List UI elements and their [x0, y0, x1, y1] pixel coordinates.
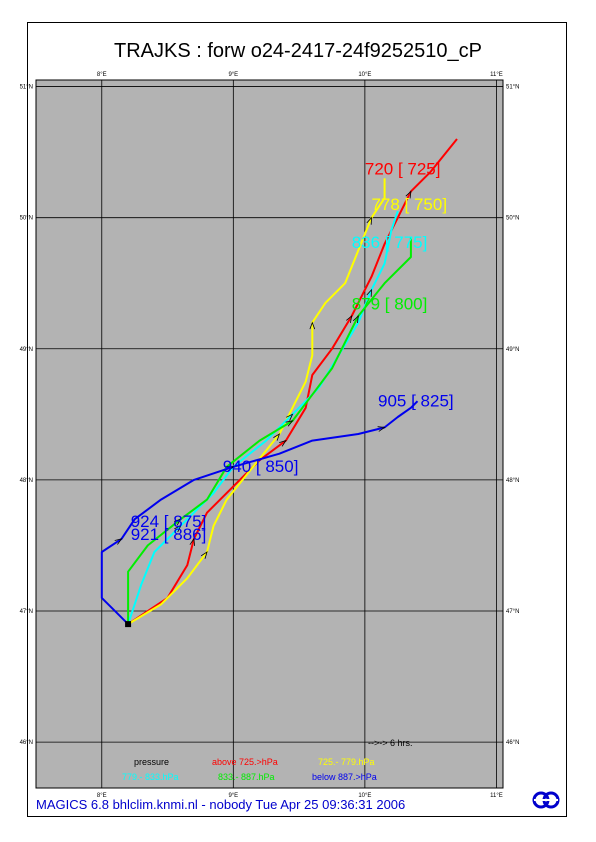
page-frame: [27, 22, 567, 817]
lat-tick-label-right: 47°N: [506, 609, 519, 615]
legend-item: 833.- 887.hPa: [218, 772, 275, 782]
lat-tick-label-right: 50°N: [506, 216, 519, 222]
lon-tick-label-top: 11°E: [490, 72, 503, 78]
trajectory-line: [127, 138, 458, 625]
origin-marker: [125, 621, 132, 628]
time-arrow-marker: [173, 518, 182, 526]
map-border: [35, 79, 504, 789]
lon-tick-label-bottom: 10°E: [358, 793, 371, 799]
legend-item: below 887.>hPa: [312, 772, 377, 782]
time-arrow-marker: [273, 433, 281, 441]
time-arrow-marker: [366, 288, 372, 297]
time-arrow-marker: [366, 216, 372, 225]
lat-tick-label-left: 51°N: [20, 85, 33, 91]
lat-tick-label-left: 47°N: [20, 609, 33, 615]
axis-ticks: 8°E 8°E 9°E 9°E 10°E 10°E 11°E 11°E 46°N 46°N 47°N…: [20, 72, 520, 799]
footer-text: MAGICS 6.8 bhlclim.knmi.nl - nobody Tue …: [36, 797, 406, 812]
time-arrow-marker: [114, 538, 123, 545]
time-arrow-marker: [346, 314, 353, 323]
legend-item: 779.- 833.hPa: [122, 772, 179, 782]
legend-item: above 725.>hPa: [212, 757, 278, 767]
trajectory-label: 905 [ 825]: [378, 391, 454, 410]
legend-item: 725.- 779.hPa: [318, 757, 375, 767]
lon-tick-label-top: 9°E: [228, 72, 238, 78]
trajectory-label: 720 [ 725]: [365, 159, 441, 178]
time-arrow-marker: [405, 190, 412, 199]
trajectory-label: 879 [ 800]: [352, 294, 428, 313]
time-arrow-marker: [286, 413, 294, 421]
trajectory-label: 921 [ 886]: [131, 525, 207, 544]
lat-tick-label-left: 50°N: [20, 216, 33, 222]
lat-tick-label-right: 51°N: [506, 85, 519, 91]
trajectory-label: 940 [ 850]: [223, 457, 299, 476]
time-arrow-marker: [377, 426, 386, 432]
lon-tick-label-top: 8°E: [97, 72, 107, 78]
legend: -->-> 6 hrs. pressure above 725.>hPa 725.- …: [122, 738, 413, 782]
legend-header: pressure: [134, 757, 169, 767]
lat-tick-label-left: 49°N: [20, 347, 33, 353]
legend-arrow-note: -->-> 6 hrs.: [368, 738, 413, 748]
lat-tick-label-left: 48°N: [20, 478, 33, 484]
lon-tick-label-bottom: 9°E: [228, 793, 238, 799]
lat-tick-label-right: 49°N: [506, 347, 519, 353]
lat-tick-label-right: 46°N: [506, 740, 519, 746]
time-arrow-marker: [200, 551, 208, 559]
trajectory-label: 924 [ 875]: [131, 512, 207, 531]
trajectory-line: [127, 178, 386, 625]
lat-tick-label-right: 48°N: [506, 478, 519, 484]
time-arrow-marker: [189, 537, 195, 546]
time-arrow-marker: [285, 420, 294, 427]
trajectory-labels: 720 [ 725] 778 [ 750] 836 [ 775] 879 [ 800]…: [131, 159, 454, 544]
ecmwf-logo-icon: [532, 791, 560, 809]
trajectory-label: 778 [ 750]: [371, 195, 447, 214]
lon-tick-label-bottom: 11°E: [490, 793, 503, 799]
trajectory-label: 836 [ 775]: [352, 233, 428, 252]
time-arrow-marker: [174, 524, 182, 533]
time-arrow-marker: [309, 321, 316, 330]
lat-tick-label-left: 46°N: [20, 740, 33, 746]
trajectories: [100, 138, 458, 628]
time-arrow-marker: [279, 439, 287, 447]
lon-tick-label-bottom: 8°E: [97, 793, 107, 799]
time-arrow-marker: [226, 466, 235, 472]
map-title: TRAJKS : forw o24-2417-24f9252510_cP: [114, 40, 482, 62]
lon-tick-label-top: 10°E: [358, 72, 371, 78]
time-arrow-marker: [352, 314, 359, 324]
